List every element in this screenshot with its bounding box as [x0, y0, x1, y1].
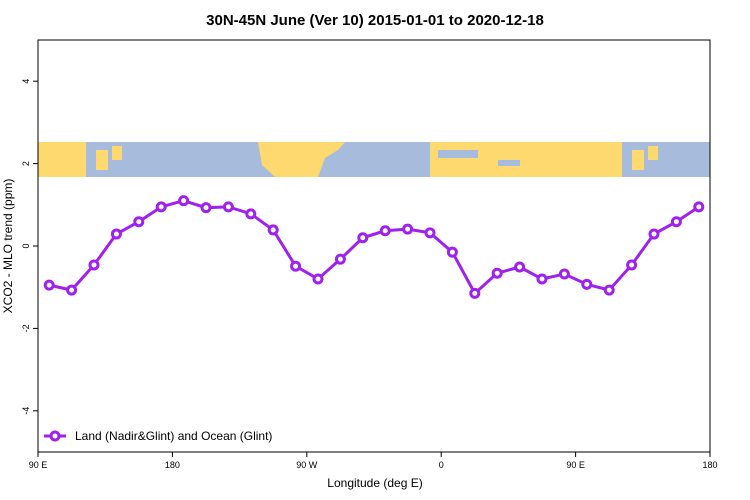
- y-axis-label: XCO2 - MLO trend (ppm): [1, 179, 15, 314]
- x-axis-label: Longitude (deg E): [327, 476, 422, 490]
- legend: Land (Nadir&Glint) and Ocean (Glint): [44, 429, 272, 443]
- point: [424, 227, 436, 239]
- map-strip: [38, 142, 710, 177]
- point: [267, 224, 279, 236]
- series-line: [48, 199, 700, 296]
- point: [648, 228, 660, 240]
- point: [222, 201, 234, 213]
- y-tick-label: 4: [21, 79, 31, 84]
- point: [536, 273, 548, 285]
- y-tick-label: -2: [21, 324, 31, 332]
- point: [581, 278, 593, 290]
- point: [43, 279, 55, 291]
- legend-marker: [49, 430, 61, 442]
- point: [626, 259, 638, 271]
- point: [379, 225, 391, 237]
- point: [402, 223, 414, 235]
- plot-frame: [37, 39, 711, 453]
- point: [178, 195, 190, 207]
- point: [312, 273, 324, 285]
- x-tick-label: 180: [702, 460, 717, 470]
- point: [88, 259, 100, 271]
- point: [558, 268, 570, 280]
- y-tick-label: -4: [21, 407, 31, 415]
- y-tick-label: 0: [21, 243, 31, 248]
- point: [469, 287, 481, 299]
- x-tick-label: 180: [165, 460, 180, 470]
- x-tick-label: 90 W: [296, 460, 318, 470]
- chart-title: 30N-45N June (Ver 10) 2015-01-01 to 2020…: [206, 12, 544, 29]
- point: [200, 202, 212, 214]
- point: [603, 284, 615, 296]
- point: [66, 284, 78, 296]
- point: [133, 216, 145, 228]
- point: [491, 267, 503, 279]
- point: [334, 253, 346, 265]
- point: [155, 201, 167, 213]
- legend-label: Land (Nadir&Glint) and Ocean (Glint): [75, 429, 272, 443]
- x-tick-label: 90 E: [566, 460, 585, 470]
- point: [514, 261, 526, 273]
- x-tick-label: 0: [439, 460, 444, 470]
- point: [245, 208, 257, 220]
- y-tick-label: 2: [21, 161, 31, 166]
- point: [446, 246, 458, 258]
- point: [670, 216, 682, 228]
- x-tick-label: 90 E: [29, 460, 48, 470]
- point: [357, 232, 369, 244]
- point: [693, 201, 705, 213]
- point: [110, 228, 122, 240]
- point: [290, 260, 302, 272]
